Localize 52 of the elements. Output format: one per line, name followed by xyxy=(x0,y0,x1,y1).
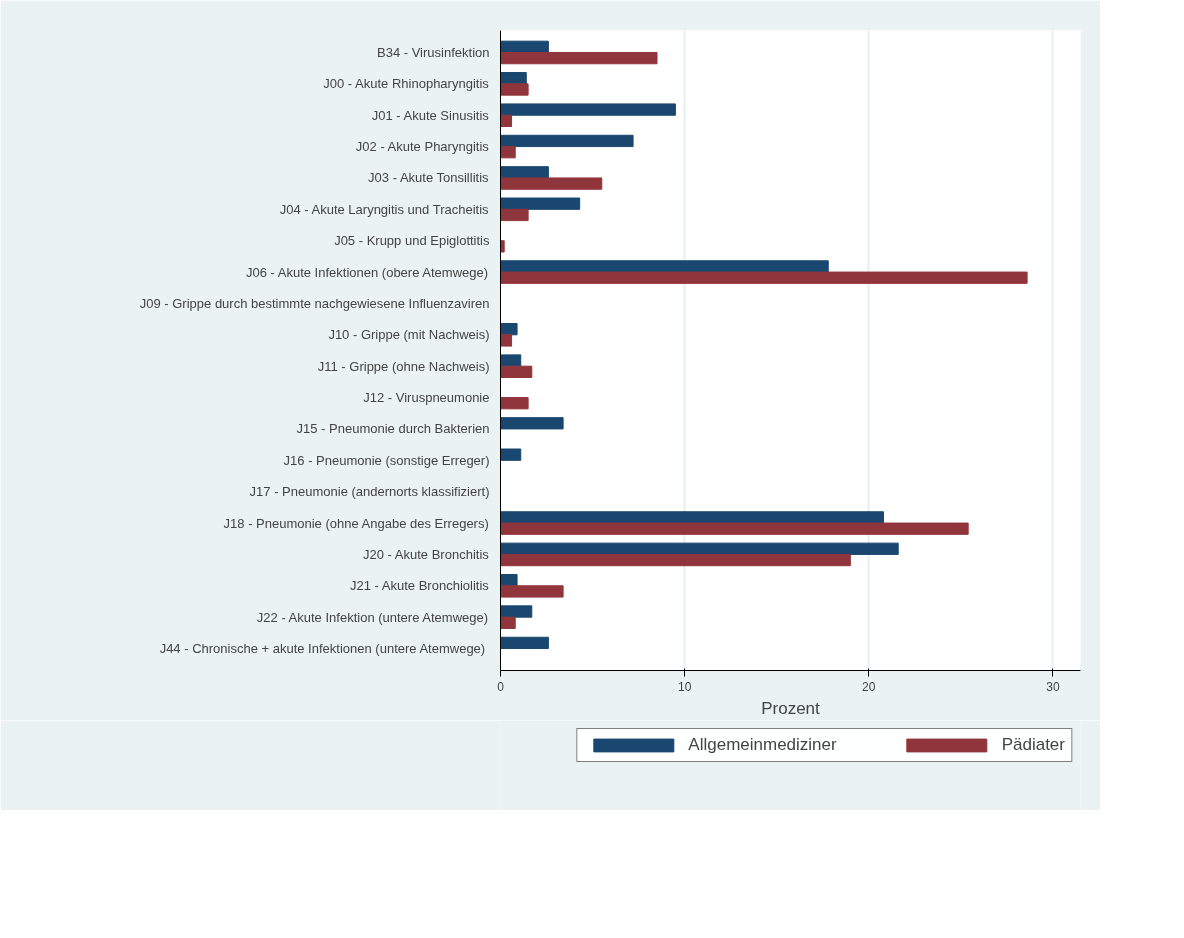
y-tick-label: J10 - Grippe (mit Nachweis) xyxy=(328,327,490,343)
bar xyxy=(500,417,564,430)
legend-label: Allgemeinmediziner xyxy=(688,735,837,755)
bar xyxy=(500,114,513,127)
y-tick-label: J05 - Krupp und Epiglottitis xyxy=(334,233,490,249)
y-tick-label: J21 - Akute Bronchiolitis xyxy=(350,578,490,594)
bar xyxy=(500,83,529,96)
x-tick-label: 0 xyxy=(497,679,505,694)
y-tick-label: B34 - Virusinfektion xyxy=(377,44,490,60)
x-tick-label: 30 xyxy=(1046,679,1060,694)
bar xyxy=(500,208,529,222)
bar xyxy=(500,585,564,598)
y-tick-label: J01 - Akute Sinusitis xyxy=(371,107,490,123)
bar xyxy=(500,448,522,461)
y-tick-label: J15 - Pneumonie durch Bakterien xyxy=(296,421,490,437)
y-tick-label: J06 - Akute Infektionen (obere Atemwege) xyxy=(245,264,489,280)
y-tick-label: J17 - Pneumonie (andernorts klassifiziert) xyxy=(249,484,490,500)
y-tick-label: J12 - Viruspneumonie xyxy=(363,390,490,406)
bar xyxy=(500,605,533,618)
y-tick-label: J09 - Grippe durch bestimmte nachgewiesene Influenzaviren xyxy=(139,295,490,311)
bar xyxy=(500,134,634,148)
bar xyxy=(500,177,603,190)
bar xyxy=(500,636,549,650)
bar xyxy=(500,240,505,253)
y-tick-label: J03 - Akute Tonsillitis xyxy=(368,170,490,186)
bar xyxy=(500,334,513,347)
y-tick-label: J22 - Akute Infektion (untere Atemwege) xyxy=(256,609,489,625)
bar xyxy=(500,197,581,210)
y-tick-label: J20 - Akute Bronchitis xyxy=(363,546,490,562)
y-tick-label: J02 - Akute Pharyngitis xyxy=(355,139,490,155)
y-tick-label: J16 - Pneumonie (sonstige Erreger) xyxy=(283,452,490,468)
x-tick-label: 20 xyxy=(862,679,876,694)
bar xyxy=(500,553,851,567)
bar xyxy=(500,354,522,367)
bar xyxy=(500,51,658,65)
y-tick-label: J44 - Chronische + akute Infektionen (untere Atemwege) xyxy=(159,641,486,657)
x-axis-title: Prozent xyxy=(761,698,821,718)
bar xyxy=(500,522,969,535)
y-tick-label: J00 - Akute Rhinopharyngitis xyxy=(323,76,490,92)
bar xyxy=(500,146,516,159)
bar xyxy=(500,103,676,116)
bar xyxy=(500,365,533,378)
y-tick-label: J18 - Pneumonie (ohne Angabe des Erregers) xyxy=(223,515,489,531)
bar xyxy=(500,397,529,410)
y-tick-label: J11 - Grippe (ohne Nachweis) xyxy=(317,358,490,374)
x-tick-label: 10 xyxy=(677,679,692,694)
bar xyxy=(500,271,1028,284)
bar xyxy=(500,616,516,629)
y-tick-label: J04 - Akute Laryngitis und Tracheitis xyxy=(279,201,490,217)
bar xyxy=(500,542,899,555)
bar xyxy=(500,323,518,336)
legend-label: Pädiater xyxy=(1001,735,1065,755)
